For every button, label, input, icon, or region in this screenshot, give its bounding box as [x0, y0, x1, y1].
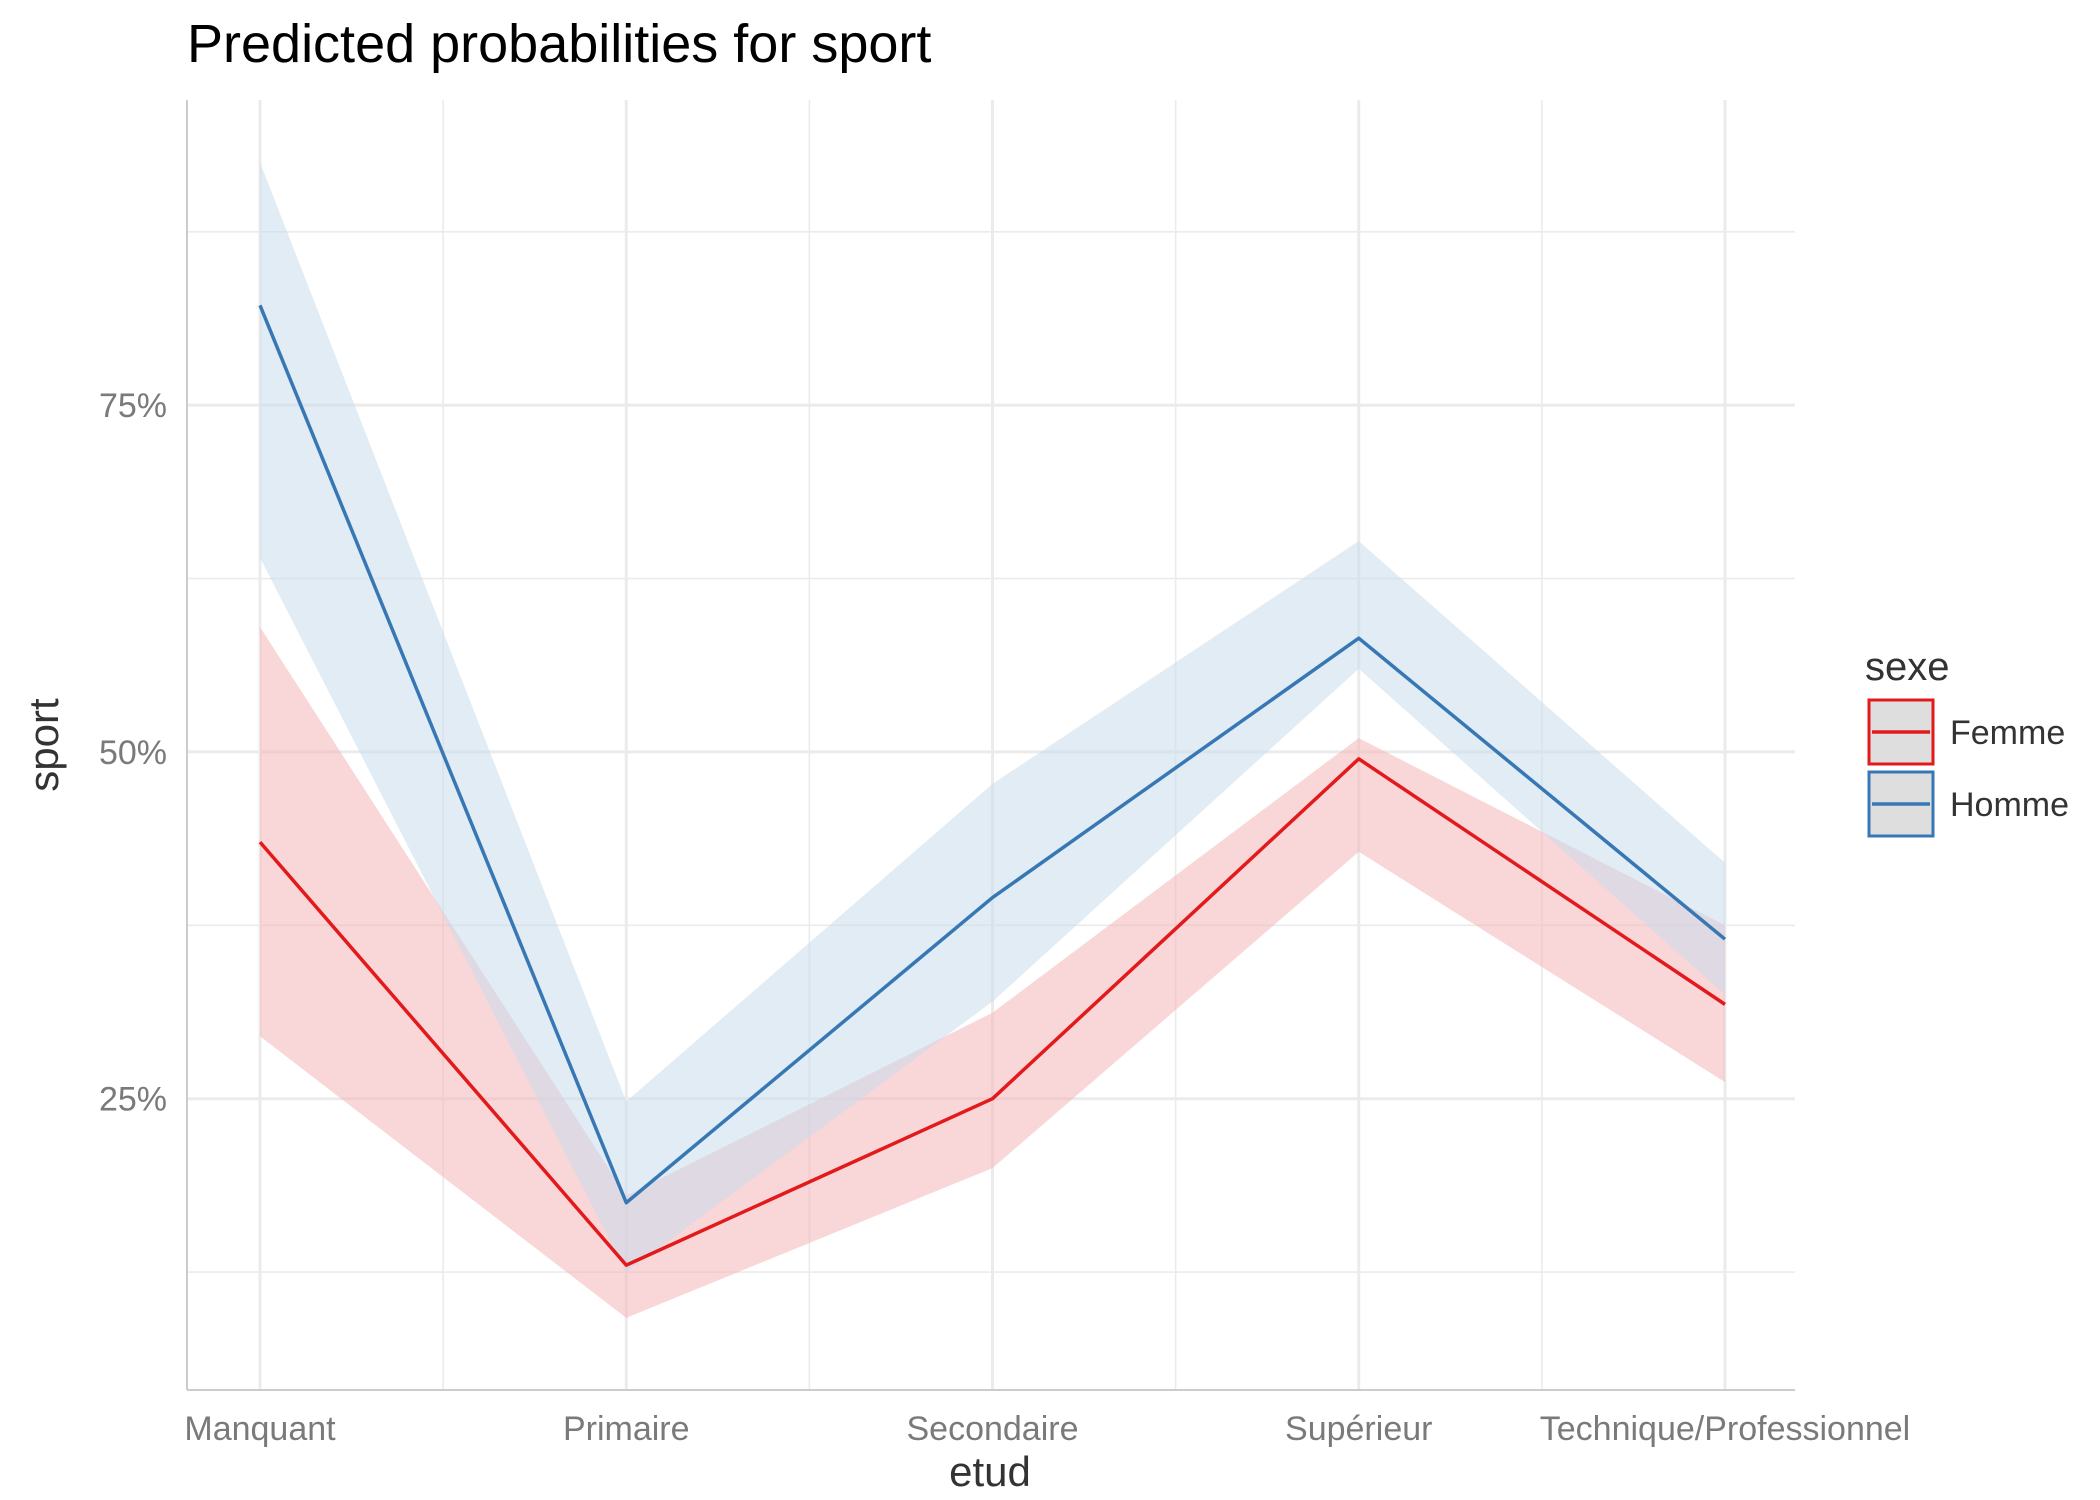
legend: sexe Femme Homme: [1865, 645, 2069, 838]
y-tick-label: 75%: [99, 387, 167, 425]
x-tick-label: Supérieur: [1285, 1410, 1432, 1448]
legend-label-femme: Femme: [1950, 714, 2065, 752]
x-tick-labels: Manquant Primaire Secondaire Supérieur Techn…: [184, 1410, 1910, 1448]
series-lines: [258, 304, 1727, 1267]
line-homme: [258, 304, 1727, 1205]
band-homme: [260, 162, 1725, 1273]
y-tick-label: 25%: [99, 1081, 167, 1119]
x-tick-label: Technique/Professionnel: [1540, 1410, 1910, 1448]
x-tick-label: Manquant: [184, 1410, 336, 1448]
x-tick-label: Primaire: [563, 1410, 690, 1448]
legend-title: sexe: [1865, 645, 1950, 689]
y-tick-labels: 25% 50% 75%: [99, 387, 167, 1119]
confidence-bands: [260, 162, 1725, 1318]
band-femme: [260, 627, 1725, 1318]
x-axis-title: etud: [949, 1448, 1031, 1495]
chart-title: Predicted probabilities for sport: [187, 14, 931, 74]
legend-label-homme: Homme: [1950, 786, 2069, 824]
y-axis-title: sport: [20, 698, 67, 792]
x-tick-label: Secondaire: [906, 1410, 1078, 1448]
line-femme: [258, 757, 1726, 1267]
y-tick-label: 50%: [99, 734, 167, 772]
